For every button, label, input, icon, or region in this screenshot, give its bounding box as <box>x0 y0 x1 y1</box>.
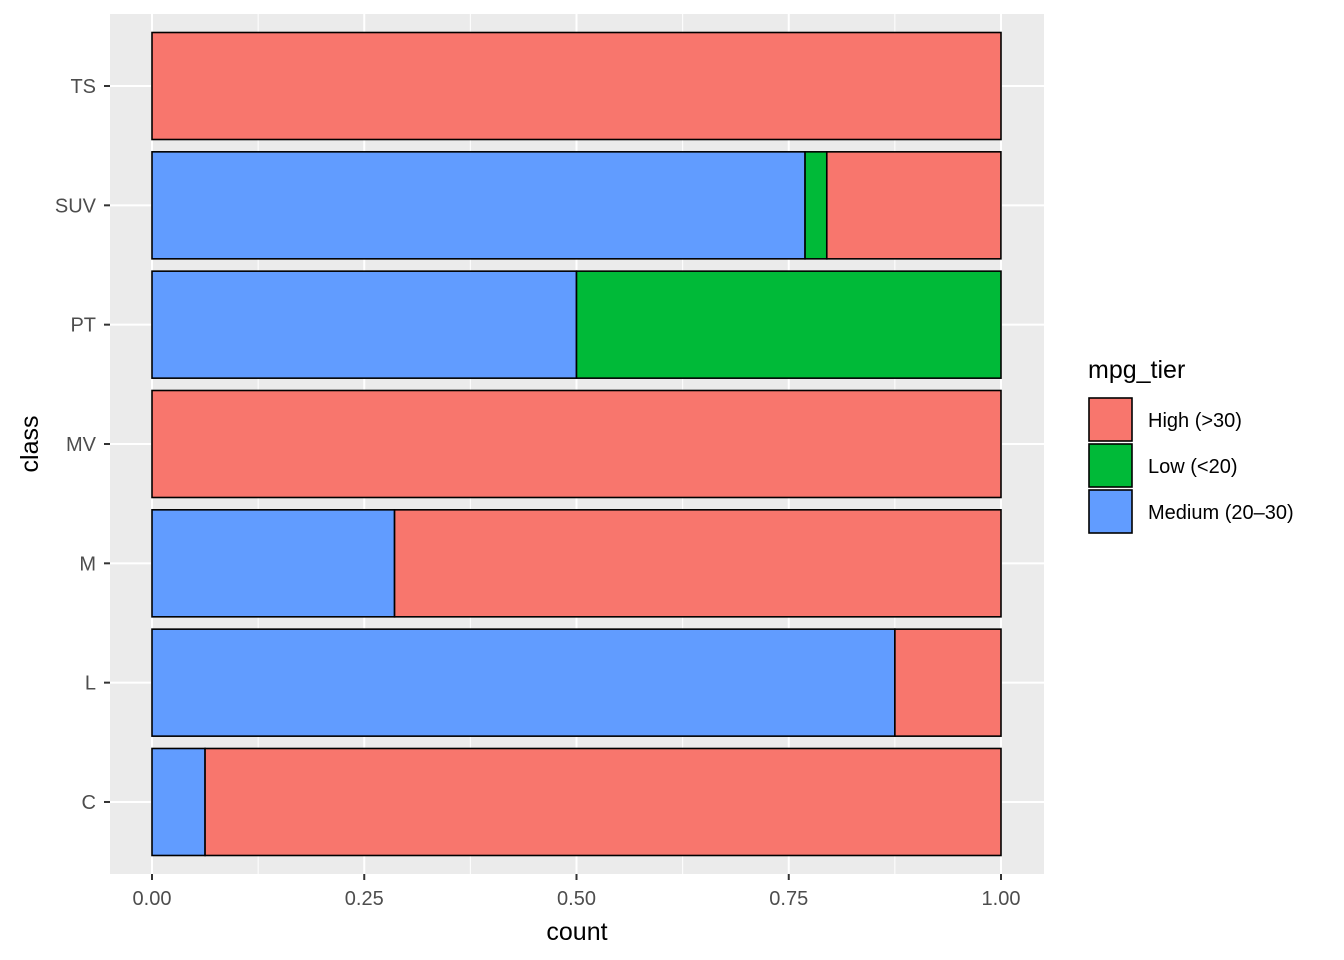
legend-key-label: Low (<20) <box>1148 456 1238 478</box>
bar-segment <box>393 509 1002 618</box>
legend-title: mpg_tier <box>1088 356 1185 384</box>
bar-segment <box>151 747 206 857</box>
y-tick-label: SUV <box>55 195 97 217</box>
y-tick-label: TS <box>70 76 96 98</box>
bar-segment <box>151 389 1002 499</box>
bar-segment <box>575 270 1002 379</box>
legend-key-swatch <box>1088 397 1133 442</box>
legend-key-swatch <box>1088 489 1133 534</box>
legend-key-swatch <box>1088 443 1133 488</box>
x-tick-label: 0.00 <box>133 888 172 910</box>
bar-segment <box>151 31 1002 141</box>
y-tick-label: M <box>79 553 96 575</box>
y-tick-label: C <box>82 792 96 814</box>
x-tick-label: 0.25 <box>345 888 384 910</box>
y-tick-label: MV <box>66 434 97 456</box>
legend-key-label: Medium (20–30) <box>1148 502 1294 524</box>
bar-segment <box>151 151 806 260</box>
x-tick-label: 0.75 <box>769 888 808 910</box>
legend: mpg_tier High (>30) Low (<20) Medium (20–3… <box>1088 356 1294 534</box>
legend-key-label: High (>30) <box>1148 410 1242 432</box>
x-axis-title: count <box>546 918 607 946</box>
bars <box>151 31 1002 857</box>
bar-segment <box>151 270 578 379</box>
x-tick-label: 0.50 <box>557 888 596 910</box>
bar-segment <box>825 151 1002 260</box>
axes: C L M MV PT SUV TS 0.00 0.25 0.50 0.75 1.00 <box>55 76 1021 910</box>
bar-segment <box>151 628 896 737</box>
bar-segment <box>151 509 396 618</box>
bar-segment <box>804 151 828 260</box>
x-tick-label: 1.00 <box>982 888 1021 910</box>
y-axis-title: class <box>16 416 44 473</box>
y-tick-label: PT <box>70 315 96 337</box>
bar-segment <box>204 747 1002 857</box>
bar-segment <box>894 628 1002 737</box>
y-tick-label: L <box>85 673 96 695</box>
